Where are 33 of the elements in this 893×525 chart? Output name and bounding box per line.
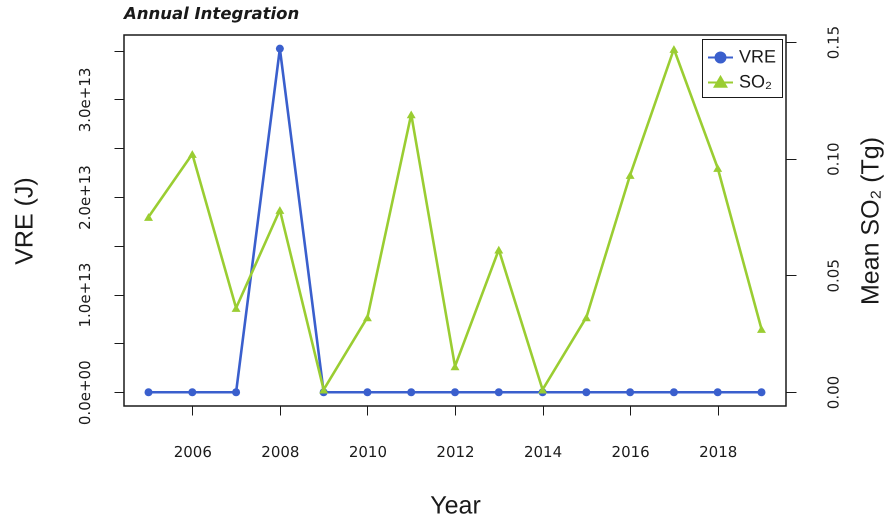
point — [275, 206, 284, 214]
x-tick-label: 2016 — [612, 442, 650, 461]
point — [362, 313, 372, 322]
point — [582, 313, 591, 322]
point — [713, 164, 722, 172]
y2-tick-label: 0.15 — [824, 26, 842, 60]
point — [494, 246, 504, 254]
y2-tick-label: 0.10 — [824, 142, 842, 176]
point — [406, 110, 416, 118]
point — [669, 45, 678, 53]
point — [538, 386, 548, 394]
y-axis-title: VRE (J) — [10, 177, 38, 265]
point — [626, 171, 635, 179]
y2-tick-label: 0.00 — [824, 376, 842, 410]
legend-label: VRE — [739, 46, 776, 66]
y-tick-label: 0.0e+00 — [76, 360, 94, 426]
point — [188, 150, 197, 158]
y-tick-label: 1.0e+13 — [76, 262, 94, 328]
legend-label: SO₂ — [739, 72, 772, 92]
y-tick-label: 3.0e+13 — [76, 68, 94, 132]
x-tick-label: 2010 — [348, 442, 388, 461]
y2-tick-label: 0.05 — [824, 259, 842, 293]
x-tick-label: 2012 — [436, 442, 475, 461]
y-tick-label: 2.0e+13 — [76, 165, 94, 230]
point — [757, 325, 766, 333]
x-tick-label: 2008 — [261, 442, 300, 461]
x-tick-label: 2006 — [174, 442, 212, 461]
x-axis-title: Year — [430, 492, 481, 520]
chart-title: Annual Integration — [122, 4, 300, 23]
x-tick-label: 2014 — [524, 442, 562, 461]
y2-axis-title: Mean SO₂ (Tg) — [856, 136, 884, 306]
x-tick-label: 2018 — [699, 442, 738, 461]
point — [144, 213, 153, 221]
